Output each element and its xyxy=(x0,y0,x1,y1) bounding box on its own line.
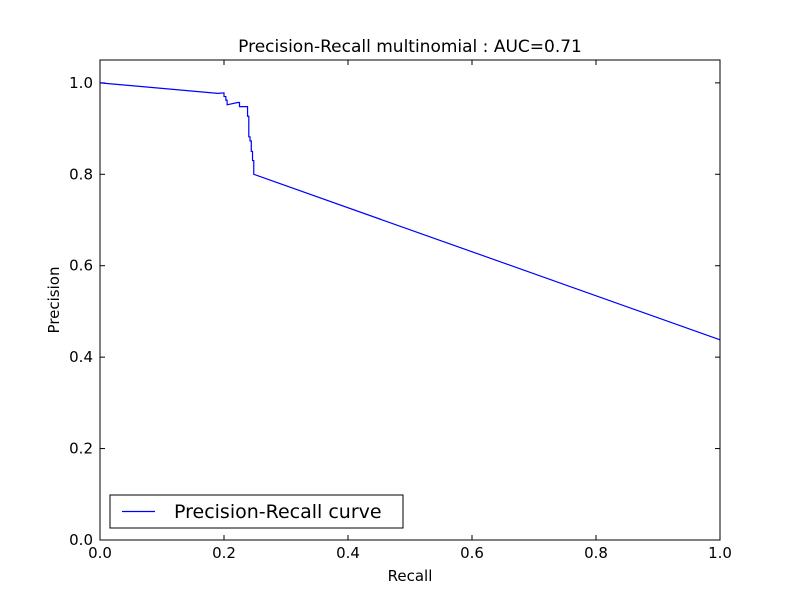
y-axis-label: Precision xyxy=(45,267,63,334)
y-tick-label: 0.6 xyxy=(69,257,93,275)
series-layer xyxy=(99,82,721,341)
plot-frame xyxy=(99,59,721,541)
plot-background xyxy=(100,60,720,540)
x-tick-label: 0.4 xyxy=(336,544,360,562)
legend-box xyxy=(109,494,404,529)
legend-label: Precision-Recall curve xyxy=(174,501,382,523)
x-axis-ticks: 0.0 0.2 0.4 0.6 0.8 1.0 xyxy=(88,60,732,562)
y-tick-label: 0.2 xyxy=(69,440,93,458)
y-tick-label: 0.4 xyxy=(69,348,93,366)
plot-area xyxy=(100,60,720,540)
x-tick-label: 0.6 xyxy=(460,544,484,562)
x-axis-label: Recall xyxy=(388,567,433,585)
x-tick-label: 0.8 xyxy=(584,544,608,562)
y-tick-label: 0.8 xyxy=(69,165,93,183)
x-tick-label: 0.2 xyxy=(212,544,236,562)
y-tick-label: 0.0 xyxy=(69,531,93,549)
x-tick-label: 1.0 xyxy=(708,544,732,562)
legend: Precision-Recall curve xyxy=(109,494,404,529)
series-line-precision-recall xyxy=(99,82,721,341)
y-tick-label: 1.0 xyxy=(69,74,93,92)
x-tick-label: 0.0 xyxy=(88,544,112,562)
chart-title: Precision-Recall multinomial : AUC=0.71 xyxy=(238,37,582,57)
